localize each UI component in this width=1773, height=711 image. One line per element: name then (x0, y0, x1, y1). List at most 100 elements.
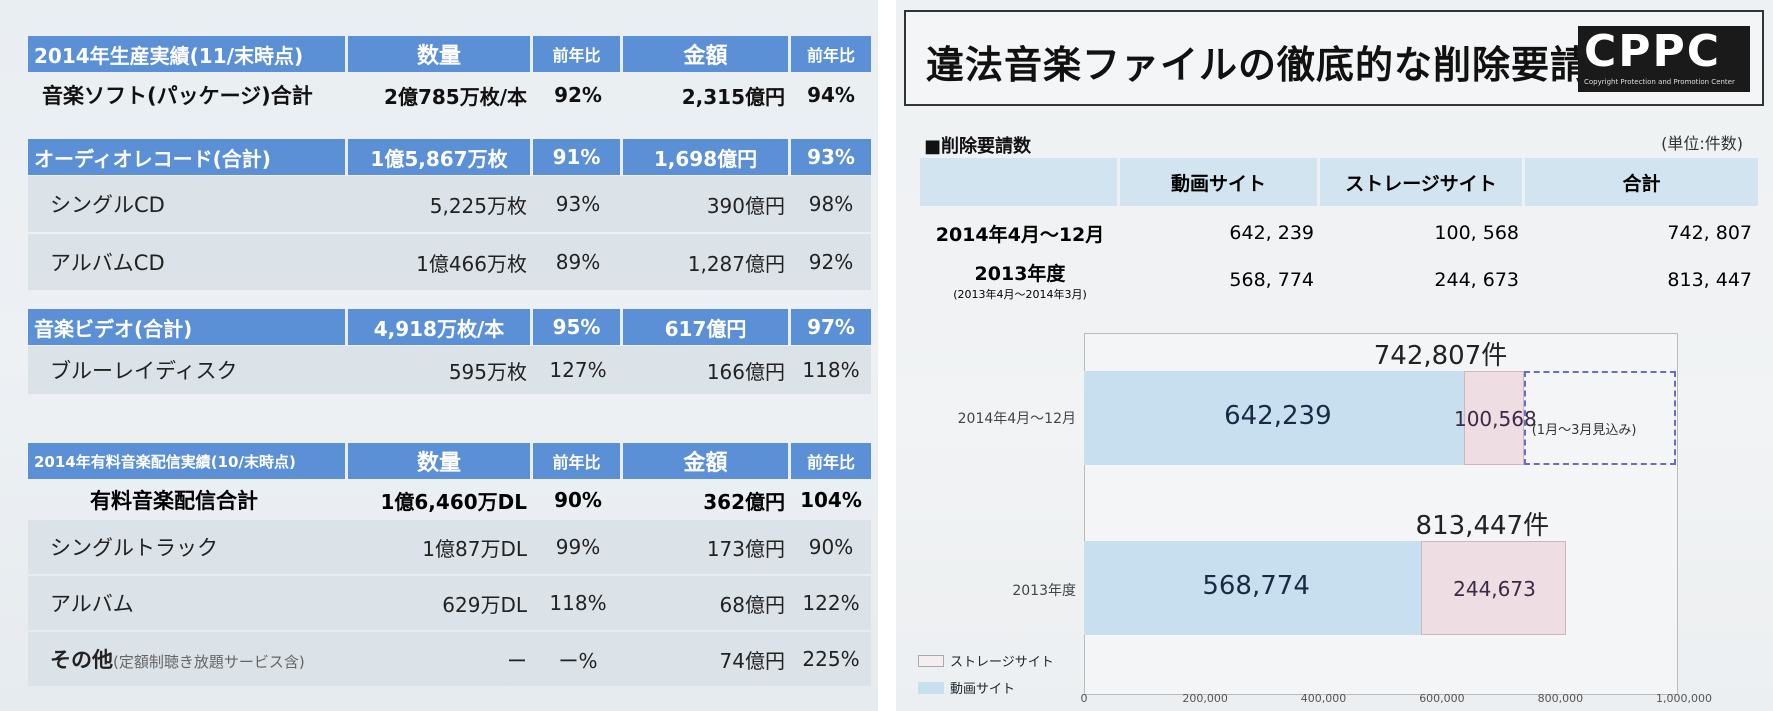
row-qty: ー (507, 648, 527, 673)
section-title: ■削除要請数 (924, 136, 1032, 157)
row-amount: 390億円 (706, 193, 785, 218)
video-header: 音楽ビデオ(合計) 4,918万枚/本 95% 617億円 97% (28, 309, 871, 345)
row-storage: 100, 568 (1434, 222, 1519, 244)
row-yoy: 90% (554, 488, 602, 512)
x-tick-label: 0 (1080, 692, 1088, 705)
x-tick-label: 400,000 (1300, 692, 1347, 705)
legend-swatch (918, 681, 944, 694)
row-label: アルバムCD (50, 251, 165, 275)
row-total: 742, 807 (1667, 222, 1752, 244)
row-amount: 68億円 (719, 592, 785, 617)
row-amount: 362億円 (703, 489, 785, 514)
row-label-text: その他 (50, 648, 113, 672)
row-note: (定額制聴き放題サービス含) (113, 653, 305, 671)
yoy-header: 前年比 (533, 36, 623, 72)
total-label: 813,447件 (1415, 511, 1550, 541)
audio-yoy: 93% (791, 139, 871, 175)
row-yoy: 122% (802, 591, 860, 615)
legend-label: ストレージサイト (950, 655, 1054, 670)
video-amount: 617億円 (623, 309, 791, 345)
table-row: シングルトラック 1億87万DL 99% 173億円 90% (28, 520, 871, 574)
row-qty: 1億87万DL (422, 536, 527, 561)
bar-label-storage: 100,568 (1453, 407, 1537, 431)
header-cell: ストレージサイト (1320, 158, 1525, 206)
row-qty: 2億785万枚/本 (384, 84, 527, 109)
digital-title: 2014年有料音楽配信実績(10/末時点) (28, 443, 348, 479)
slide-title: 違法音楽ファイルの徹底的な削除要請 (926, 43, 1590, 87)
row-total: 813, 447 (1667, 269, 1752, 291)
row-amount: 166億円 (706, 359, 785, 384)
table-row: ブルーレイディスク 595万枚 127% 166億円 118% (28, 346, 871, 394)
header-cell (920, 158, 1120, 206)
row-qty: 5,225万枚 (429, 193, 527, 218)
row-qty: 629万DL (442, 592, 527, 617)
row-yoy: 92% (808, 250, 854, 274)
row-qty: 1億466万枚 (416, 251, 527, 276)
x-tick-label: 800,000 (1537, 692, 1584, 705)
table-row: 2013年度 (2013年4月〜2014年3月) 568, 774 244, 6… (920, 256, 1758, 304)
legend-entry: 動画サイト (918, 678, 1015, 697)
row-amount: 1,287億円 (687, 251, 785, 276)
video-yoy: 97% (791, 309, 871, 345)
right-slide: 違法音楽ファイルの徹底的な削除要請 CPPC Copyright Protect… (896, 0, 1773, 711)
row-label: アルバム (50, 592, 134, 616)
qty-header: 数量 (348, 36, 533, 72)
legend-entry: ストレージサイト (918, 651, 1054, 670)
bar-storage (1464, 371, 1524, 465)
row-yoy: 90% (808, 535, 854, 559)
x-tick-label: 600,000 (1419, 692, 1465, 705)
legend-label: 動画サイト (950, 682, 1016, 697)
row-label: シングルCD (50, 193, 165, 217)
bar-label-video: 642,239 (1224, 401, 1332, 431)
table-row: アルバムCD 1億466万枚 89% 1,287億円 92% (28, 234, 871, 290)
table-row: その他(定額制聴き放題サービス含) ー ー% 74億円 225% (28, 632, 871, 686)
production-title: 2014年生産実績(11/末時点) (28, 36, 348, 72)
row-yoy: 104% (800, 488, 862, 512)
audio-amount: 1,698億円 (623, 139, 791, 175)
row-amount: 2,315億円 (681, 84, 785, 109)
bar-label-storage: 244,673 (1453, 577, 1536, 601)
row-label: 有料音楽配信合計 (90, 489, 258, 513)
amount-header: 金額 (623, 443, 791, 479)
production-total-row: 音楽ソフト(パッケージ)合計 2億785万枚/本 92% 2,315億円 94% (28, 74, 871, 116)
row-yoy: 89% (555, 250, 601, 274)
row-yoy: 118% (549, 591, 607, 615)
audio-yoy: 91% (533, 139, 623, 175)
table-row: アルバム 629万DL 118% 68億円 122% (28, 576, 871, 630)
audio-qty: 1億5,867万枚 (348, 139, 533, 175)
yoy-header: 前年比 (791, 443, 871, 479)
legend-swatch (918, 654, 944, 667)
row-yoy: ー% (558, 648, 598, 673)
table-row: シングルCD 5,225万枚 93% 390億円 98% (28, 176, 871, 232)
requests-table-header: 動画サイト ストレージサイト 合計 (920, 158, 1758, 206)
row-video: 568, 774 (1229, 269, 1314, 291)
header-cell: 合計 (1525, 158, 1758, 206)
row-yoy: 118% (802, 358, 860, 382)
row-yoy: 92% (554, 83, 602, 107)
amount-header: 金額 (623, 36, 791, 72)
slide-title-box: 違法音楽ファイルの徹底的な削除要請 CPPC Copyright Protect… (904, 10, 1764, 106)
production-header: 2014年生産実績(11/末時点) 数量 前年比 金額 前年比 (28, 36, 871, 72)
row-qty: 595万枚 (448, 359, 527, 384)
category-label: 2014年4月〜12月 (957, 411, 1076, 427)
row-yoy: 127% (549, 358, 607, 382)
audio-header: オーディオレコード(合計) 1億5,867万枚 91% 1,698億円 93% (28, 139, 871, 175)
qty-header: 数量 (348, 443, 533, 479)
video-qty: 4,918万枚/本 (348, 309, 533, 345)
category-label: 2013年度 (1012, 583, 1076, 599)
row-yoy: 225% (802, 647, 860, 671)
cppc-logo: CPPC Copyright Protection and Promotion … (1578, 26, 1750, 92)
yoy-header: 前年比 (533, 443, 623, 479)
header-cell: 動画サイト (1120, 158, 1320, 206)
row-label: ブルーレイディスク (50, 359, 238, 383)
period-label: 2013年度 (974, 262, 1066, 285)
bar-video (1084, 541, 1421, 635)
digital-total-row: 有料音楽配信合計 1億6,460万DL 90% 362億円 104% (28, 481, 871, 519)
table-row: 2014年4月〜12月 642, 239 100, 568 742, 807 (920, 212, 1758, 254)
row-yoy: 98% (808, 192, 854, 216)
projection-box (1523, 371, 1676, 465)
row-label: シングルトラック (50, 536, 218, 560)
left-slide: 2014年生産実績(11/末時点) 数量 前年比 金額 前年比 音楽ソフト(パッ… (0, 0, 878, 711)
period-label: 2014年4月〜12月 (935, 223, 1105, 246)
row-label: 音楽ソフト(パッケージ)合計 (42, 84, 313, 108)
